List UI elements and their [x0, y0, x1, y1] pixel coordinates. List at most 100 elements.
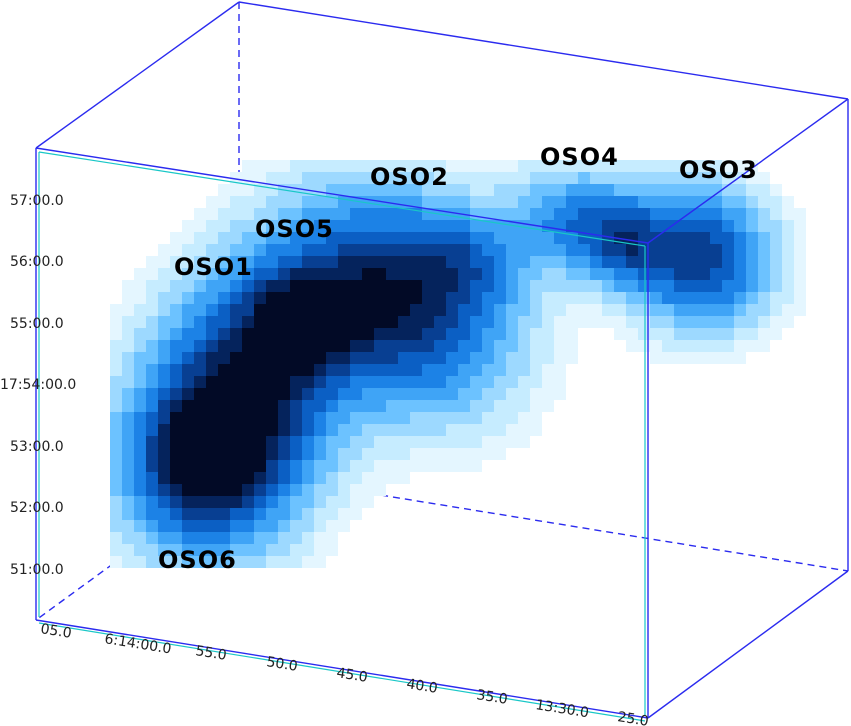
density-pixel [614, 304, 626, 316]
density-pixel [782, 208, 794, 220]
density-pixel [350, 508, 362, 520]
density-pixel [422, 232, 434, 244]
density-pixel [146, 472, 158, 484]
density-pixel [506, 388, 518, 400]
density-pixel [782, 220, 794, 232]
density-pixel [194, 316, 206, 328]
density-pixel [722, 352, 734, 364]
density-pixel [206, 496, 218, 508]
density-pixel [110, 484, 122, 496]
density-pixel [422, 184, 434, 196]
density-pixel [134, 424, 146, 436]
density-pixel [554, 196, 566, 208]
density-pixel [386, 424, 398, 436]
density-pixel [266, 328, 278, 340]
density-pixel [182, 544, 194, 556]
density-pixel [362, 436, 374, 448]
density-pixel [110, 316, 122, 328]
density-pixel [662, 340, 674, 352]
density-pixel [482, 388, 494, 400]
density-pixel [758, 220, 770, 232]
density-pixel [386, 184, 398, 196]
density-pixel [266, 292, 278, 304]
density-pixel [110, 364, 122, 376]
density-pixel [290, 364, 302, 376]
density-pixel [578, 172, 590, 184]
density-pixel [218, 484, 230, 496]
density-pixel [326, 376, 338, 388]
density-pixel [362, 232, 374, 244]
density-pixel [170, 556, 182, 568]
density-pixel [578, 268, 590, 280]
density-pixel [470, 448, 482, 460]
density-pixel [650, 220, 662, 232]
density-pixel [674, 172, 686, 184]
density-pixel [458, 268, 470, 280]
density-pixel [590, 316, 602, 328]
density-pixel [326, 508, 338, 520]
density-pixel [230, 460, 242, 472]
density-pixel [134, 316, 146, 328]
density-pixel [722, 244, 734, 256]
density-pixel [386, 160, 398, 172]
density-pixel [314, 472, 326, 484]
density-pixel [350, 304, 362, 316]
density-pixel [386, 364, 398, 376]
density-pixel [158, 304, 170, 316]
density-pixel [410, 388, 422, 400]
density-pixel [542, 352, 554, 364]
density-pixel [362, 304, 374, 316]
density-pixel [290, 544, 302, 556]
density-pixel [626, 316, 638, 328]
density-pixel [122, 388, 134, 400]
density-pixel [590, 160, 602, 172]
density-pixel [242, 280, 254, 292]
density-pixel [434, 244, 446, 256]
density-pixel [518, 376, 530, 388]
density-pixel [170, 280, 182, 292]
density-pixel [290, 316, 302, 328]
density-pixel [506, 292, 518, 304]
density-pixel [146, 268, 158, 280]
density-pixel [278, 388, 290, 400]
density-pixel [386, 280, 398, 292]
density-pixel [686, 196, 698, 208]
density-pixel [698, 184, 710, 196]
density-pixel [542, 160, 554, 172]
density-pixel [194, 448, 206, 460]
density-pixel [458, 448, 470, 460]
density-pixel [134, 340, 146, 352]
density-pixel [782, 292, 794, 304]
density-pixel [170, 316, 182, 328]
density-pixel [350, 460, 362, 472]
density-pixel [542, 304, 554, 316]
density-pixel [122, 292, 134, 304]
density-pixel [662, 184, 674, 196]
density-pixel [470, 268, 482, 280]
density-pixel [326, 328, 338, 340]
density-pixel [326, 232, 338, 244]
density-pixel [710, 268, 722, 280]
density-pixel [182, 340, 194, 352]
density-pixel [374, 232, 386, 244]
density-pixel [350, 232, 362, 244]
density-pixel [134, 496, 146, 508]
density-pixel [434, 292, 446, 304]
density-pixel [542, 232, 554, 244]
density-pixel [362, 376, 374, 388]
density-pixel [278, 424, 290, 436]
density-pixel [578, 232, 590, 244]
density-pixel [146, 376, 158, 388]
density-pixel [194, 352, 206, 364]
density-pixel [566, 220, 578, 232]
density-pixel [362, 268, 374, 280]
density-pixel [278, 208, 290, 220]
density-pixel [206, 340, 218, 352]
density-pixel [326, 172, 338, 184]
density-pixel [398, 412, 410, 424]
density-pixel [626, 304, 638, 316]
density-pixel [254, 340, 266, 352]
density-pixel [278, 172, 290, 184]
density-pixel [638, 316, 650, 328]
